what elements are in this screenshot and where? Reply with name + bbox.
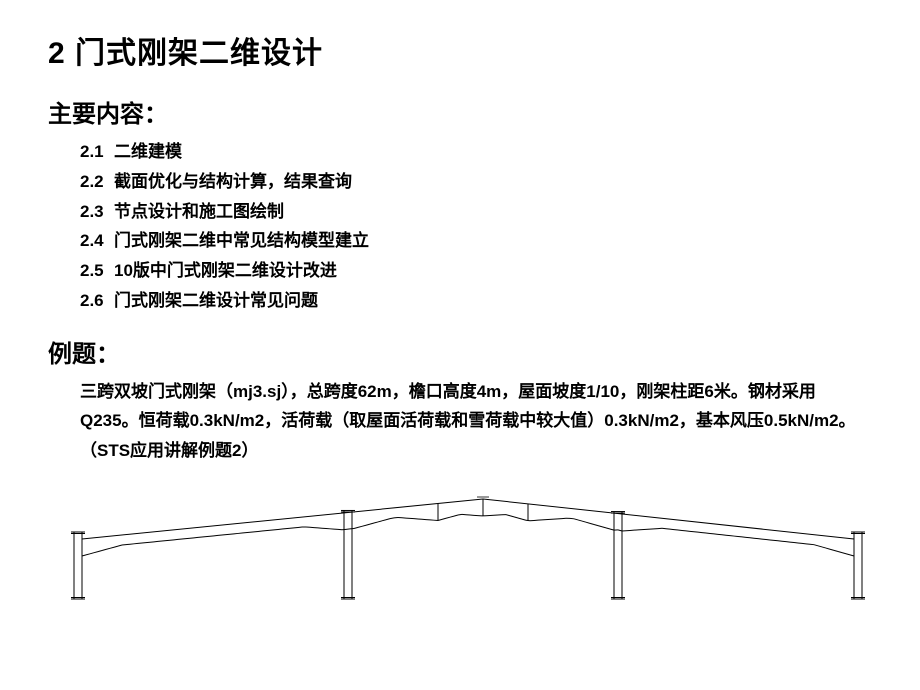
- toc-item: 2.6门式刚架二维设计常见问题: [80, 286, 872, 316]
- toc-num: 2.3: [80, 197, 114, 227]
- section-heading-contents: 主要内容：: [48, 94, 872, 129]
- toc-num: 2.5: [80, 256, 114, 286]
- toc-label: 二维建模: [114, 142, 182, 161]
- toc-num: 2.2: [80, 167, 114, 197]
- toc-label: 门式刚架二维设计常见问题: [114, 291, 318, 310]
- toc-list: 2.1二维建模 2.2截面优化与结构计算，结果查询 2.3节点设计和施工图绘制 …: [80, 137, 872, 316]
- toc-item: 2.3节点设计和施工图绘制: [80, 197, 872, 227]
- toc-item: 2.510版中门式刚架二维设计改进: [80, 256, 872, 286]
- toc-num: 2.6: [80, 286, 114, 316]
- toc-label: 10版中门式刚架二维设计改进: [114, 261, 337, 280]
- portal-frame-svg: [58, 484, 878, 604]
- example-block: 三跨双坡门式刚架（mj3.sj），总跨度62m，檐口高度4m，屋面坡度1/10，…: [80, 377, 872, 466]
- portal-frame-diagram: [48, 484, 872, 604]
- example-text: 三跨双坡门式刚架（mj3.sj），总跨度62m，檐口高度4m，屋面坡度1/10，…: [80, 377, 872, 466]
- toc-num: 2.4: [80, 226, 114, 256]
- toc-label: 门式刚架二维中常见结构模型建立: [114, 231, 369, 250]
- toc-item: 2.1二维建模: [80, 137, 872, 167]
- section-heading-example: 例题：: [48, 334, 872, 369]
- toc-label: 截面优化与结构计算，结果查询: [114, 172, 352, 191]
- toc-item: 2.2截面优化与结构计算，结果查询: [80, 167, 872, 197]
- toc-label: 节点设计和施工图绘制: [114, 202, 284, 221]
- toc-num: 2.1: [80, 137, 114, 167]
- page-title: 2 门式刚架二维设计: [48, 28, 872, 72]
- toc-item: 2.4门式刚架二维中常见结构模型建立: [80, 226, 872, 256]
